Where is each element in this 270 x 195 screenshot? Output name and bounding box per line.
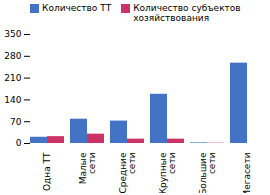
svg-text:70: 70 <box>10 116 22 126</box>
svg-text:Одна ТТ: Одна ТТ <box>42 152 52 191</box>
svg-text:280: 280 <box>4 51 21 61</box>
html-text:Количество ТТ: Количество ТТ <box>42 3 112 13</box>
svg-text:350: 350 <box>4 29 21 39</box>
svg-text:Малыесети: Малыесети <box>78 152 97 184</box>
svg-text:0: 0 <box>16 138 22 148</box>
svg-text:210: 210 <box>4 73 21 83</box>
svg-text:Мегасети: Мегасети <box>242 152 252 193</box>
svg-text:140: 140 <box>4 94 21 104</box>
svg-text:Средниесети: Средниесети <box>118 152 137 193</box>
html-text:Количество субъектов хозяйство: Количество субъектов хозяйствования <box>133 3 241 24</box>
svg-text:Крупныесети: Крупныесети <box>158 152 177 193</box>
svg-text:Большиесети: Большиесети <box>198 152 217 193</box>
